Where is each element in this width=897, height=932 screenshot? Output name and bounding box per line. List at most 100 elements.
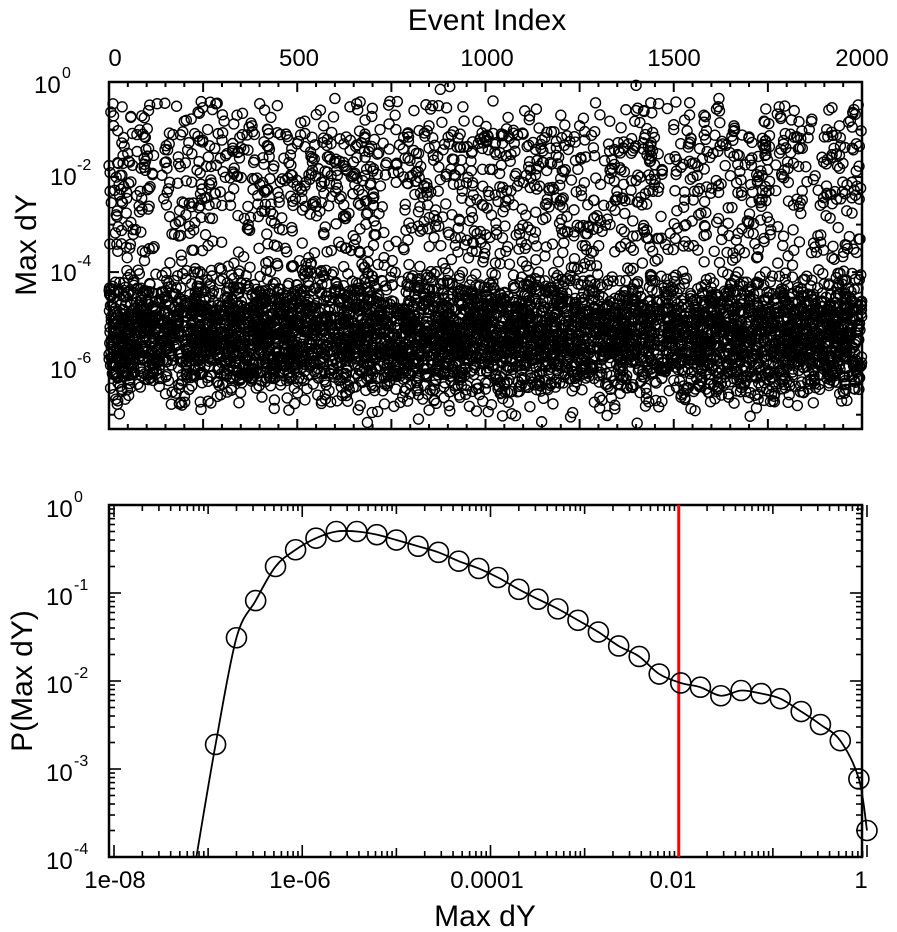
scatter-point (305, 302, 317, 314)
scatter-point (489, 257, 502, 269)
scatter-point (147, 242, 159, 255)
scatter-point (292, 307, 304, 320)
scatter-point (565, 360, 578, 373)
scatter-point (532, 266, 545, 278)
scatter-point (319, 311, 331, 323)
scatter-point (749, 389, 761, 402)
scatter-point (596, 394, 608, 406)
scatter-point (477, 256, 489, 268)
scatter-point (531, 378, 544, 390)
scatter-point (142, 351, 154, 364)
scatter-point (545, 321, 558, 334)
scatter-point (358, 261, 370, 274)
scatter-point (235, 299, 247, 312)
scatter-point (418, 326, 430, 339)
scatter-point (302, 324, 314, 337)
scatter-point (470, 279, 482, 292)
scatter-point (510, 360, 522, 373)
scatter-point (444, 405, 456, 417)
scatter-point (310, 336, 322, 348)
scatter-point (479, 247, 491, 260)
scatter-point (687, 324, 699, 336)
scatter-point (264, 371, 277, 384)
scatter-point (807, 288, 820, 301)
scatter-point (696, 348, 708, 360)
scatter-point (601, 298, 613, 311)
scatter-point (695, 281, 707, 293)
scatter-point (350, 353, 363, 365)
scatter-point (211, 375, 224, 388)
scatter-point (386, 254, 398, 267)
scatter-point (388, 328, 401, 341)
scatter-point (540, 280, 552, 292)
scatter-point (123, 351, 135, 364)
scatter-point (184, 289, 196, 301)
scatter-point (193, 331, 205, 343)
scatter-point (734, 314, 746, 327)
scatter-point (318, 271, 330, 283)
scatter-point (516, 374, 528, 386)
scatter-point (486, 315, 498, 327)
scatter-point (448, 332, 460, 344)
scatter-point (348, 283, 360, 295)
scatter-point (496, 410, 509, 422)
scatter-point (247, 334, 259, 346)
scatter-point (525, 275, 537, 287)
scatter-point (713, 367, 725, 380)
scatter-point (408, 333, 421, 345)
scatter-point (470, 330, 482, 342)
scatter-point (764, 358, 776, 370)
scatter-point (727, 286, 739, 298)
scatter-point (376, 309, 388, 322)
scatter-point (279, 330, 291, 343)
scatter-point (525, 332, 537, 344)
scatter-point (350, 337, 362, 349)
scatter-point (674, 356, 686, 369)
scatter-point (728, 312, 740, 324)
scatter-point (750, 252, 763, 264)
scatter-point (194, 396, 206, 408)
scatter-point (176, 267, 189, 280)
scatter-point (679, 392, 691, 404)
scatter-point (561, 287, 573, 299)
scatter-point (685, 402, 697, 415)
scatter-point (110, 393, 122, 405)
scatter-point (666, 357, 679, 370)
scatter-point (607, 275, 619, 287)
scatter-point (530, 297, 543, 309)
scatter-point (129, 326, 141, 339)
scatter-point (832, 355, 845, 367)
scatter-point (539, 331, 552, 343)
scatter-point (223, 282, 235, 294)
scatter-point (283, 404, 295, 416)
scatter-point (788, 244, 800, 257)
scatter-point (213, 262, 226, 274)
scatter-point (499, 293, 512, 306)
scatter-point (482, 405, 494, 418)
scatter-point (402, 288, 415, 300)
scatter-point (267, 359, 279, 371)
scatter-point (185, 278, 198, 290)
scatter-point (280, 318, 292, 330)
scatter-point (181, 371, 193, 383)
scatter-point (403, 321, 415, 334)
scatter-point (677, 265, 689, 278)
scatter-point (665, 342, 678, 354)
scatter-point (732, 266, 744, 278)
scatter-point (229, 284, 242, 297)
scatter-point (670, 269, 682, 281)
scatter-point (702, 340, 715, 352)
scatter-point (369, 384, 381, 397)
scatter-point (121, 251, 133, 264)
scatter-point (260, 257, 272, 269)
scatter-point (255, 365, 267, 377)
scatter-point (207, 285, 220, 297)
scatter-point (482, 377, 494, 389)
scatter-point (121, 328, 133, 340)
scatter-point (283, 277, 295, 290)
scatter-point (680, 272, 693, 284)
scatter-point (481, 317, 493, 330)
scatter-point (593, 376, 605, 388)
scatter-point (450, 347, 463, 360)
scatter-point (147, 287, 159, 299)
